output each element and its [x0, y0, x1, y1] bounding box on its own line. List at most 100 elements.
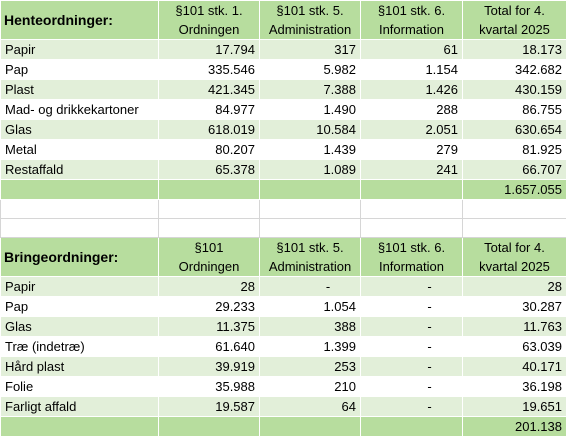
henteordninger-column-header: Total for 4. kvartal 2025: [462, 0, 566, 40]
row-label: Glas: [0, 119, 159, 140]
table-cell: 317: [259, 39, 361, 60]
header-line: §101 stk. 6.: [377, 3, 446, 18]
table-cell: -: [360, 276, 463, 297]
table-cell: 288: [360, 99, 463, 120]
table-cell: -: [360, 396, 463, 417]
table-cell: 2.051: [360, 119, 463, 140]
table-cell: 1.490: [259, 99, 361, 120]
bringeordninger-column-header: §101 stk. 6. Information: [360, 237, 463, 277]
header-line: §101 stk. 6.: [377, 240, 446, 255]
empty-cell: [0, 416, 159, 437]
empty-cell: [259, 416, 361, 437]
table-cell: 18.173: [462, 39, 566, 60]
table-row: Glas 618.019 10.584 2.051 630.654: [0, 119, 566, 140]
table-cell: -: [360, 296, 463, 317]
row-label: Papir: [0, 39, 159, 60]
row-label: Farligt affald: [0, 396, 159, 417]
table-row: Pap 29.233 1.054-30.287: [0, 296, 566, 317]
empty-cell: [259, 179, 361, 200]
table-cell: 335.546: [158, 59, 260, 80]
henteordninger-title: Henteordninger:: [0, 0, 159, 40]
table-cell: 61.640: [158, 336, 260, 357]
empty-cell: [360, 179, 463, 200]
table-cell: 80.207: [158, 139, 260, 160]
row-label: Glas: [0, 316, 159, 337]
table-cell: 421.345: [158, 79, 260, 100]
header-line: Ordningen: [178, 22, 240, 37]
table-cell: 430.159: [462, 79, 566, 100]
empty-cell: [158, 416, 260, 437]
table-cell: 29.233: [158, 296, 260, 317]
table-cell: 11.375: [158, 316, 260, 337]
empty-cell: [158, 199, 260, 219]
header-line: kvartal 2025: [479, 259, 550, 274]
table-row: Farligt affald 19.587 64-19.651: [0, 396, 566, 417]
table-cell: 342.682: [462, 59, 566, 80]
table-cell: 1.154: [360, 59, 463, 80]
table-cell: -: [360, 376, 463, 397]
table-row: Folie 35.988 210-36.198: [0, 376, 566, 397]
bringeordninger-header-row: Bringeordninger: §101 Ordningen §101 stk. …: [0, 237, 566, 277]
table-cell: 1.089: [259, 159, 361, 180]
henteordninger-grand-total: 1.657.055: [462, 179, 566, 200]
table-row: Træ (indetræ) 61.640 1.399-63.039: [0, 336, 566, 357]
table-cell: 66.707: [462, 159, 566, 180]
bringeordninger-grand-total: 201.138: [462, 416, 566, 437]
table-cell: 64: [259, 396, 361, 417]
empty-cell: [0, 199, 159, 219]
table-row: Pap 335.546 5.982 1.154 342.682: [0, 59, 566, 80]
table-cell: 84.977: [158, 99, 260, 120]
empty-cell: [462, 199, 566, 219]
table-cell: 253: [259, 356, 361, 377]
blank-row: [0, 218, 566, 238]
row-label: Plast: [0, 79, 159, 100]
henteordninger-column-header: §101 stk. 5. Administration: [259, 0, 361, 40]
row-label: Pap: [0, 296, 159, 317]
table-row: Plast 421.345 7.388 1.426 430.159: [0, 79, 566, 100]
header-line: §101 stk. 1.: [175, 3, 243, 18]
table-cell: 630.654: [462, 119, 566, 140]
henteordninger-column-header: §101 stk. 6. Information: [360, 0, 463, 40]
table-cell: 210: [259, 376, 361, 397]
table-cell: 5.982: [259, 59, 361, 80]
header-line: Information: [378, 259, 445, 274]
table-cell: -: [360, 356, 463, 377]
table-row: Restaffald 65.378 1.089 241 66.707: [0, 159, 566, 180]
blank-row: [0, 199, 566, 219]
table-cell: 40.171: [462, 356, 566, 377]
table-row: Papir 28- -28: [0, 276, 566, 297]
empty-cell: [462, 218, 566, 238]
table-row: Metal 80.207 1.439 279 81.925: [0, 139, 566, 160]
table-cell: 28: [462, 276, 566, 297]
table-cell: 388: [259, 316, 361, 337]
bringeordninger-title: Bringeordninger:: [0, 237, 159, 277]
header-line: kvartal 2025: [479, 22, 550, 37]
row-label: Træ (indetræ): [0, 336, 159, 357]
table-cell: 1.399: [259, 336, 361, 357]
table-cell: 30.287: [462, 296, 566, 317]
row-label: Papir: [0, 276, 159, 297]
bringeordninger-column-header: §101 Ordningen: [158, 237, 260, 277]
table-cell: 35.988: [158, 376, 260, 397]
empty-cell: [0, 218, 159, 238]
table-row: Mad- og drikkekartoner 84.977 1.490 288 86.7…: [0, 99, 566, 120]
table-cell: 1.439: [259, 139, 361, 160]
henteordninger-column-header: §101 stk. 1. Ordningen: [158, 0, 260, 40]
empty-cell: [158, 179, 260, 200]
table-cell: 61: [360, 39, 463, 60]
empty-cell: [360, 218, 463, 238]
row-label: Mad- og drikkekartoner: [0, 99, 159, 120]
table-cell: 1.426: [360, 79, 463, 100]
header-line: Information: [378, 22, 445, 37]
henteordninger-header-row: Henteordninger: §101 stk. 1. Ordningen §101…: [0, 0, 566, 40]
table-cell: 10.584: [259, 119, 361, 140]
table-cell: 39.919: [158, 356, 260, 377]
bringeordninger-column-header: Total for 4. kvartal 2025: [462, 237, 566, 277]
empty-cell: [360, 416, 463, 437]
row-label: Pap: [0, 59, 159, 80]
row-label: Hård plast: [0, 356, 159, 377]
henteordninger-total-row: 1.657.055: [0, 179, 566, 200]
table-cell: 36.198: [462, 376, 566, 397]
